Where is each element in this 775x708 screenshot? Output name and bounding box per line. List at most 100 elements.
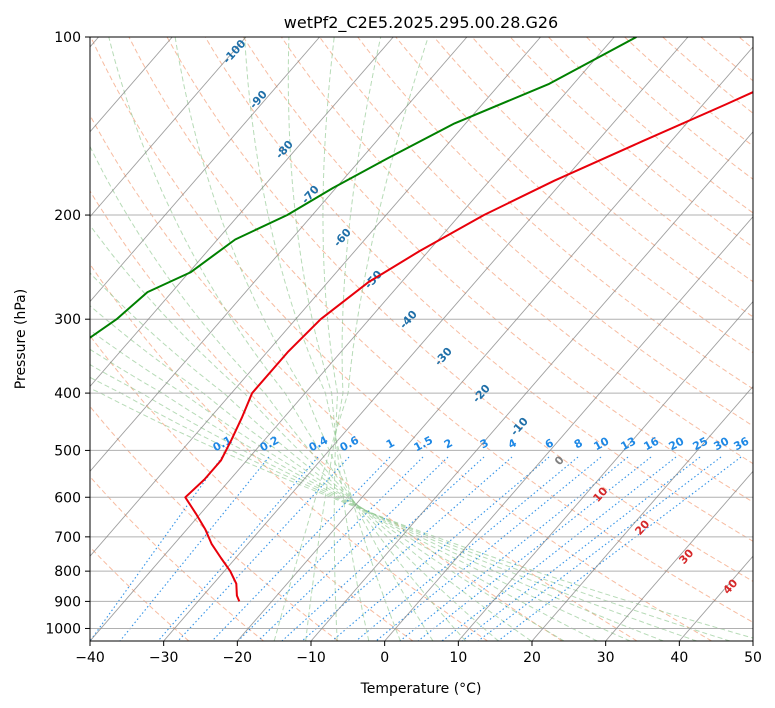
moist-adiabat bbox=[108, 37, 467, 641]
mixing-ratio-line bbox=[281, 456, 485, 641]
isotherm-line bbox=[752, 640, 753, 641]
mixing-ratio-line bbox=[417, 456, 652, 641]
mixing-ratio-line bbox=[237, 456, 424, 641]
isotherm-line bbox=[457, 300, 753, 641]
grid bbox=[90, 36, 753, 629]
isotherm-lines bbox=[90, 37, 753, 641]
y-axis: 100 200 300 400 500 600 700 800 900 1000 bbox=[45, 30, 90, 637]
dry-adiabat bbox=[166, 37, 753, 582]
isotherm-label: -40 bbox=[397, 308, 420, 332]
x-tick-label: −30 bbox=[149, 650, 179, 666]
y-tick-label: 800 bbox=[54, 564, 81, 580]
mixing-ratio-label: 0.4 bbox=[307, 433, 331, 454]
isotherm-line bbox=[678, 555, 753, 641]
x-axis-label: Temperature (°C) bbox=[360, 681, 482, 697]
dry-adiabat bbox=[204, 37, 753, 542]
mixing-ratio-line bbox=[301, 456, 513, 641]
y-tick-label: 600 bbox=[54, 490, 81, 506]
isotherm-line bbox=[531, 385, 753, 641]
mixing-ratio-label: 30 bbox=[712, 434, 732, 453]
moist-adiabat bbox=[305, 37, 382, 641]
dry-adiabat bbox=[90, 405, 339, 641]
dry-adiabat bbox=[90, 475, 264, 641]
isotherm-line bbox=[90, 37, 247, 218]
mixing-ratio-line bbox=[441, 456, 677, 641]
x-tick-label: 50 bbox=[744, 650, 762, 666]
mixing-ratio-label: 13 bbox=[619, 435, 639, 454]
x-tick-label: 0 bbox=[380, 650, 389, 666]
mixing-ratio-label: 6 bbox=[543, 436, 556, 451]
y-tick-label: 500 bbox=[54, 443, 81, 459]
mixing-ratio-line bbox=[119, 456, 270, 641]
mixing-ratio-line bbox=[257, 456, 449, 641]
dry-adiabat bbox=[90, 37, 712, 641]
x-tick-label: 20 bbox=[523, 650, 541, 666]
isotherm-label: -80 bbox=[273, 138, 296, 162]
x-tick-label: 30 bbox=[597, 650, 615, 666]
isotherm-line bbox=[310, 131, 753, 641]
mixing-ratio-line bbox=[211, 456, 391, 641]
mixing-ratio-label: 10 bbox=[592, 434, 612, 453]
mixing-ratio-line bbox=[477, 456, 722, 641]
mixing-ratio-label: 1 bbox=[384, 436, 397, 451]
moist-adiabat bbox=[287, 37, 370, 641]
y-axis-label: Pressure (hPa) bbox=[13, 289, 29, 389]
y-tick-label: 900 bbox=[54, 594, 81, 610]
chart-title: wetPf2_C2E5.2025.295.00.28.G26 bbox=[284, 13, 558, 33]
y-tick-label: 700 bbox=[54, 530, 81, 546]
x-tick-label: 40 bbox=[670, 650, 688, 666]
mixing-ratio-line bbox=[375, 456, 602, 641]
dry-adiabat bbox=[128, 37, 753, 623]
moist-adiabat bbox=[90, 364, 697, 641]
mixing-ratio-line bbox=[331, 456, 550, 641]
mixing-ratio-line bbox=[399, 456, 629, 641]
isotherm-label: -10 bbox=[508, 415, 531, 439]
isotherm-label: -70 bbox=[299, 183, 322, 207]
y-tick-label: 300 bbox=[54, 312, 81, 328]
moist-adiabat bbox=[90, 387, 753, 639]
mixing-ratio-label: 16 bbox=[642, 434, 662, 453]
dewpoint-profile-line bbox=[90, 37, 637, 339]
dry-adiabat bbox=[509, 37, 753, 248]
mixing-ratio-label: 36 bbox=[732, 434, 752, 453]
isotherm-label: 0 bbox=[552, 453, 567, 468]
dry-adiabat bbox=[738, 37, 753, 50]
dry-adiabat bbox=[90, 190, 563, 641]
isotherm-label: -100 bbox=[220, 37, 248, 66]
x-tick-label: −10 bbox=[296, 650, 326, 666]
isotherm-line bbox=[236, 46, 753, 641]
isotherm-line bbox=[90, 37, 394, 388]
mixing-ratio-label: 25 bbox=[691, 435, 711, 454]
moist-adiabat bbox=[322, 37, 339, 641]
moist-adiabat bbox=[90, 348, 664, 641]
isoline-labels: -100-90-80-70-60-50-40-30-20-10010203040… bbox=[211, 37, 752, 597]
isotherm-label: 20 bbox=[632, 517, 652, 537]
mixing-ratio-line bbox=[355, 456, 579, 641]
isotherm-label: -60 bbox=[331, 226, 354, 250]
isotherm-line bbox=[90, 37, 320, 303]
mixing-ratio-line bbox=[157, 456, 319, 641]
isotherm-line bbox=[605, 470, 753, 641]
y-tick-label: 100 bbox=[54, 30, 81, 46]
mixing-ratio-label: 0.2 bbox=[258, 434, 281, 455]
moist-adiabat bbox=[90, 272, 565, 641]
x-tick-label: 10 bbox=[449, 650, 467, 666]
dry-adiabat bbox=[242, 37, 753, 503]
y-tick-label: 200 bbox=[54, 208, 81, 224]
dry-adiabat bbox=[90, 114, 638, 641]
dry-adiabat bbox=[700, 37, 753, 82]
dry-adiabat bbox=[90, 263, 488, 641]
moist-adiabat bbox=[90, 376, 731, 641]
isotherm-label: 40 bbox=[720, 576, 740, 596]
temperature-profile-line bbox=[184, 91, 753, 602]
mixing-ratio-label: 0.1 bbox=[211, 434, 234, 455]
background-curves bbox=[90, 37, 753, 641]
x-tick-label: −20 bbox=[223, 650, 253, 666]
isotherm-label: 10 bbox=[590, 484, 610, 504]
isotherm-line bbox=[163, 37, 689, 641]
dry-adiabat bbox=[471, 37, 753, 283]
mixing-ratio-line bbox=[90, 456, 223, 641]
plot-frame bbox=[89, 36, 754, 642]
isotherm-line bbox=[90, 37, 541, 557]
